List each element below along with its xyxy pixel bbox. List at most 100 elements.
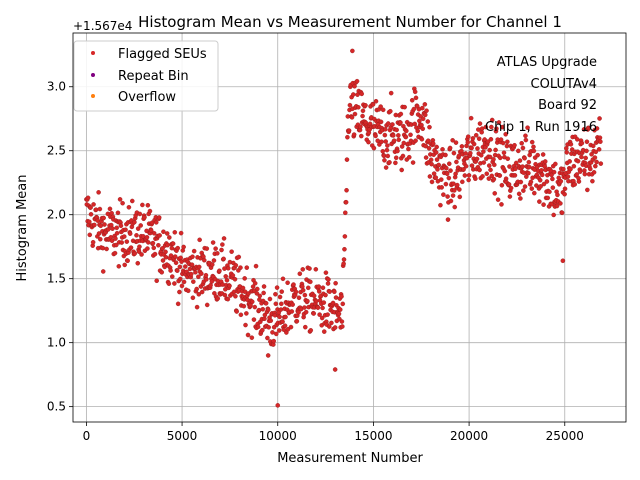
x-axis-ticks: 0 5000 10000 15000 20000 25000 (83, 422, 584, 443)
data-point (412, 89, 418, 95)
data-point (351, 92, 356, 97)
data-point (512, 173, 518, 178)
data-point (469, 145, 474, 151)
data-point (242, 276, 247, 281)
data-point (154, 220, 159, 225)
data-point (344, 188, 349, 193)
data-point (382, 158, 387, 163)
data-point (245, 332, 251, 338)
data-point (518, 196, 523, 201)
data-point (390, 122, 395, 127)
data-point (303, 324, 308, 330)
data-point (444, 165, 449, 171)
data-point (526, 170, 531, 176)
data-point (185, 288, 191, 294)
data-point (354, 78, 360, 84)
data-point (375, 138, 380, 144)
data-point (183, 264, 188, 269)
data-point (588, 166, 593, 172)
data-point (323, 270, 329, 275)
data-point (329, 320, 334, 326)
data-point (359, 133, 364, 139)
data-point (431, 171, 437, 176)
axes-frame (72, 32, 627, 423)
data-point (341, 261, 346, 266)
data-point (204, 302, 210, 308)
data-point (500, 140, 506, 146)
data-point (438, 177, 444, 182)
data-point (132, 251, 138, 256)
data-point (551, 169, 557, 175)
data-point (589, 152, 594, 157)
data-point (267, 296, 273, 302)
data-point (293, 289, 299, 295)
data-point (439, 185, 444, 190)
data-point (273, 301, 279, 307)
data-point (146, 240, 151, 245)
data-point (388, 90, 394, 96)
data-point (481, 149, 486, 154)
data-point (453, 140, 459, 145)
data-point (448, 168, 453, 173)
data-point (438, 202, 443, 208)
data-point (545, 195, 551, 201)
data-point (117, 197, 123, 202)
data-point (399, 167, 404, 173)
data-point (345, 134, 350, 140)
data-point (90, 239, 96, 245)
data-point (123, 227, 128, 233)
data-point (461, 167, 466, 172)
data-point (114, 225, 119, 231)
data-point (463, 163, 469, 169)
data-point (466, 173, 472, 178)
data-point (288, 324, 294, 330)
data-point (445, 194, 450, 199)
data-point (135, 260, 141, 266)
data-point (225, 296, 231, 302)
data-point (161, 229, 166, 235)
data-point (187, 266, 193, 272)
data-point (532, 190, 537, 196)
x-tick-label: 25000 (546, 429, 584, 443)
data-point (383, 127, 388, 132)
data-point (339, 294, 344, 299)
data-point (112, 250, 118, 256)
data-point (400, 153, 406, 159)
data-point (512, 143, 517, 148)
data-point (544, 179, 550, 184)
data-point (473, 176, 478, 181)
data-point (572, 182, 577, 187)
data-point (453, 171, 458, 177)
y-tick-label: 2.5 (47, 144, 66, 158)
data-point (224, 277, 230, 283)
data-point (385, 143, 390, 148)
data-point (255, 286, 260, 292)
data-point (488, 136, 494, 142)
data-point (582, 171, 588, 177)
data-point (273, 291, 278, 297)
data-point (547, 189, 552, 195)
chart-title: Histogram Mean vs Measurement Number for… (138, 13, 562, 31)
data-point (489, 124, 494, 130)
data-point (175, 301, 181, 307)
data-point (424, 108, 429, 113)
data-point (476, 136, 482, 142)
data-point (150, 240, 156, 246)
data-point (109, 238, 115, 244)
data-point (500, 124, 505, 130)
data-point (189, 262, 195, 268)
data-point (433, 150, 439, 155)
data-point (591, 170, 597, 175)
y-offset-label: +1.567e4 (73, 19, 132, 33)
data-point (175, 268, 180, 273)
data-point (265, 335, 270, 341)
data-point (454, 159, 459, 165)
data-point (273, 331, 279, 337)
data-point (356, 105, 361, 110)
data-point (583, 155, 588, 161)
data-point (359, 91, 364, 97)
data-point (217, 268, 222, 274)
data-point (340, 301, 346, 307)
y-axis-ticks: 0.5 1.0 1.5 2.0 2.5 3.0 (47, 80, 73, 414)
data-point (427, 124, 432, 130)
